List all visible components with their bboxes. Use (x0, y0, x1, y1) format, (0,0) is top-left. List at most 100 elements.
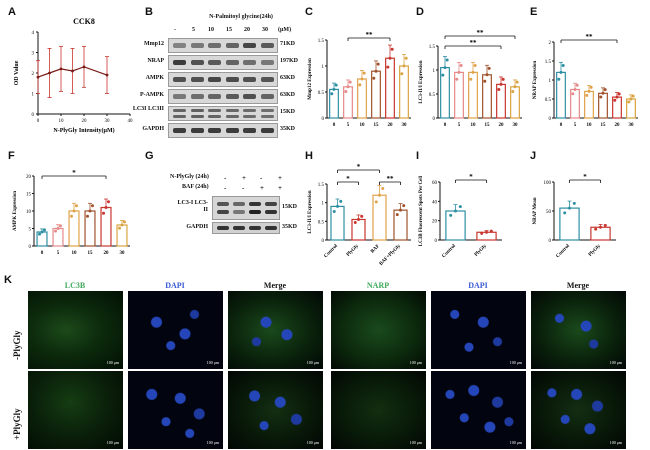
data-point (120, 223, 124, 227)
y-tick-label: 50 (546, 210, 552, 215)
header-dapi-2: DAPI (468, 281, 488, 290)
data-point (485, 73, 489, 77)
panel-label-i: I (416, 150, 420, 162)
significance-label: ** (387, 175, 395, 183)
data-line (37, 66, 108, 78)
blot-band (243, 109, 256, 112)
dose-unit: (μM) (278, 27, 292, 33)
data-point (74, 204, 78, 208)
y-axis-label: LC3-II/I Expression (419, 60, 424, 103)
data-point (459, 64, 463, 68)
data-point (71, 69, 74, 73)
y-axis-label: Mmp12 Expression (308, 58, 313, 100)
sign: + (278, 174, 282, 182)
data-point (386, 65, 390, 69)
x-tick-label: 5 (574, 123, 577, 128)
data-point (629, 97, 633, 101)
dose-label: 20 (244, 27, 250, 33)
y-tick-label: 1.5 (545, 60, 552, 65)
blot-row-label: AMPK (145, 75, 164, 81)
blot-band (260, 115, 274, 118)
data-point (42, 228, 46, 232)
x-tick-label: 15 (374, 123, 380, 128)
data-point (38, 232, 42, 236)
significance-label: ** (477, 29, 485, 37)
micrograph-merge-control: 100 μm (228, 291, 323, 369)
blot-row-label: P-AMPK (140, 92, 164, 98)
x-tick-label: BAF (370, 244, 381, 255)
x-tick-label: Control (556, 243, 572, 259)
data-point (469, 77, 473, 81)
data-point (104, 206, 108, 209)
data-point (362, 71, 366, 75)
data-point (70, 214, 74, 218)
data-point (90, 204, 94, 208)
dose-label: 5 (192, 27, 195, 33)
data-point (59, 67, 63, 71)
data-point (473, 64, 477, 68)
y-tick-label: 0 (549, 239, 552, 244)
data-point (572, 201, 576, 205)
y-tick-label: 2 (32, 72, 35, 77)
significance-label: * (583, 173, 587, 181)
lc3-treatment-bar-chart: 0 0.5 1 1.5 LC3-II/I Expression Control PlyGly… (308, 163, 411, 267)
data-point (372, 76, 376, 80)
y-tick-label: 0 (549, 117, 552, 122)
blot-band (225, 60, 239, 65)
x-tick-label: 10 (471, 123, 477, 128)
data-point (615, 95, 619, 99)
significance-label: ** (366, 31, 374, 39)
data-point (497, 87, 501, 91)
data-point (376, 62, 380, 66)
x-tick-label: PlyGly (588, 244, 602, 258)
blot-band (243, 77, 256, 82)
x-tick-label: 20 (104, 251, 110, 256)
y-tick-label: 0 (29, 245, 32, 250)
y-axis-label: NRAP Expression (533, 61, 538, 100)
data-point (36, 75, 40, 79)
x-tick-label: 40 (128, 119, 134, 124)
nplygly-row-label: N-PlyGly (24h) (170, 174, 209, 180)
micrograph-dapi-control-2: 100 μm (431, 291, 526, 369)
blot-strip (168, 89, 278, 104)
x-tick-label: 10 (59, 119, 65, 124)
y-tick-label: 100 (544, 181, 552, 186)
data-point (381, 186, 385, 190)
data-point (378, 193, 381, 197)
x-tick-label: 0 (333, 123, 336, 128)
data-point (485, 230, 488, 234)
lc3b-spots-bar-chart: 0 20 40 60 LC3B Fluorescent Spots Per Cell Co… (419, 173, 502, 259)
blot-band (173, 128, 186, 133)
data-point (40, 230, 44, 234)
data-point (404, 56, 408, 60)
nrap-bar-chart: 0 0.5 1 1.5 2 NRAP Expression 0 5 10 15 20 30 ** (533, 33, 638, 128)
sign: - (260, 174, 263, 182)
micrograph-narp-control: 100 μm (331, 291, 426, 369)
data-point (458, 205, 462, 209)
x-tick-label: 5 (458, 123, 461, 128)
x-tick-label: 0 (37, 119, 40, 124)
x-tick-label: 10 (360, 123, 366, 128)
x-tick-label: 30 (402, 123, 408, 128)
y-axis-label: LC3B Fluorescent Spots Per Cell (419, 175, 424, 246)
data-point (402, 64, 406, 68)
blot-band (260, 94, 274, 99)
data-point (599, 95, 603, 99)
blot-band (225, 128, 239, 133)
dose-label: - (174, 27, 176, 33)
y-tick-label: 1 (433, 69, 436, 74)
sign: + (260, 184, 264, 192)
blot-band (173, 43, 186, 48)
micrograph-lc3b-control: 100 μm (28, 291, 123, 369)
data-point (118, 226, 122, 230)
kd-label: 71KD (280, 41, 295, 47)
data-point (443, 66, 447, 70)
data-point (511, 89, 515, 93)
data-point (48, 71, 51, 75)
x-tick-label: 0 (560, 123, 563, 128)
y-tick-label: 1 (322, 65, 325, 70)
data-point (122, 220, 126, 224)
data-point (559, 70, 563, 74)
y-tick-label: 40 (432, 200, 438, 205)
